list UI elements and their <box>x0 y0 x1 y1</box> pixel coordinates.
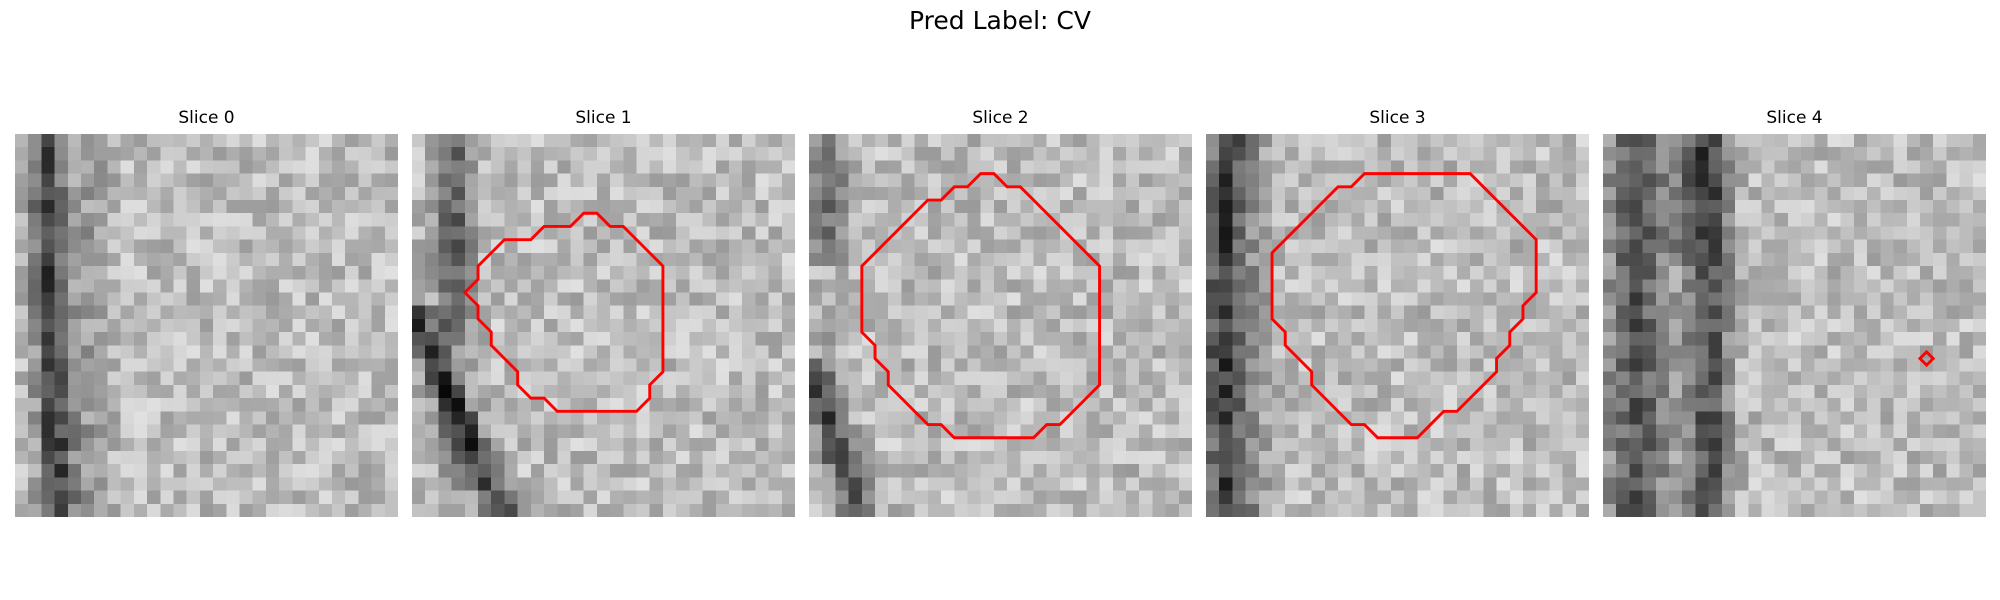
slice-image-1 <box>412 134 795 517</box>
slice-image-3 <box>1206 134 1589 517</box>
slice-image-2 <box>809 134 1192 517</box>
figure-title: Pred Label: CV <box>0 6 2000 35</box>
slice-image-0 <box>15 134 398 517</box>
slice-title-0: Slice 0 <box>15 108 398 128</box>
slice-image-4 <box>1603 134 1986 517</box>
slice-title-3: Slice 3 <box>1206 108 1589 128</box>
slice-title-4: Slice 4 <box>1603 108 1986 128</box>
slice-title-1: Slice 1 <box>412 108 795 128</box>
slice-title-2: Slice 2 <box>809 108 1192 128</box>
